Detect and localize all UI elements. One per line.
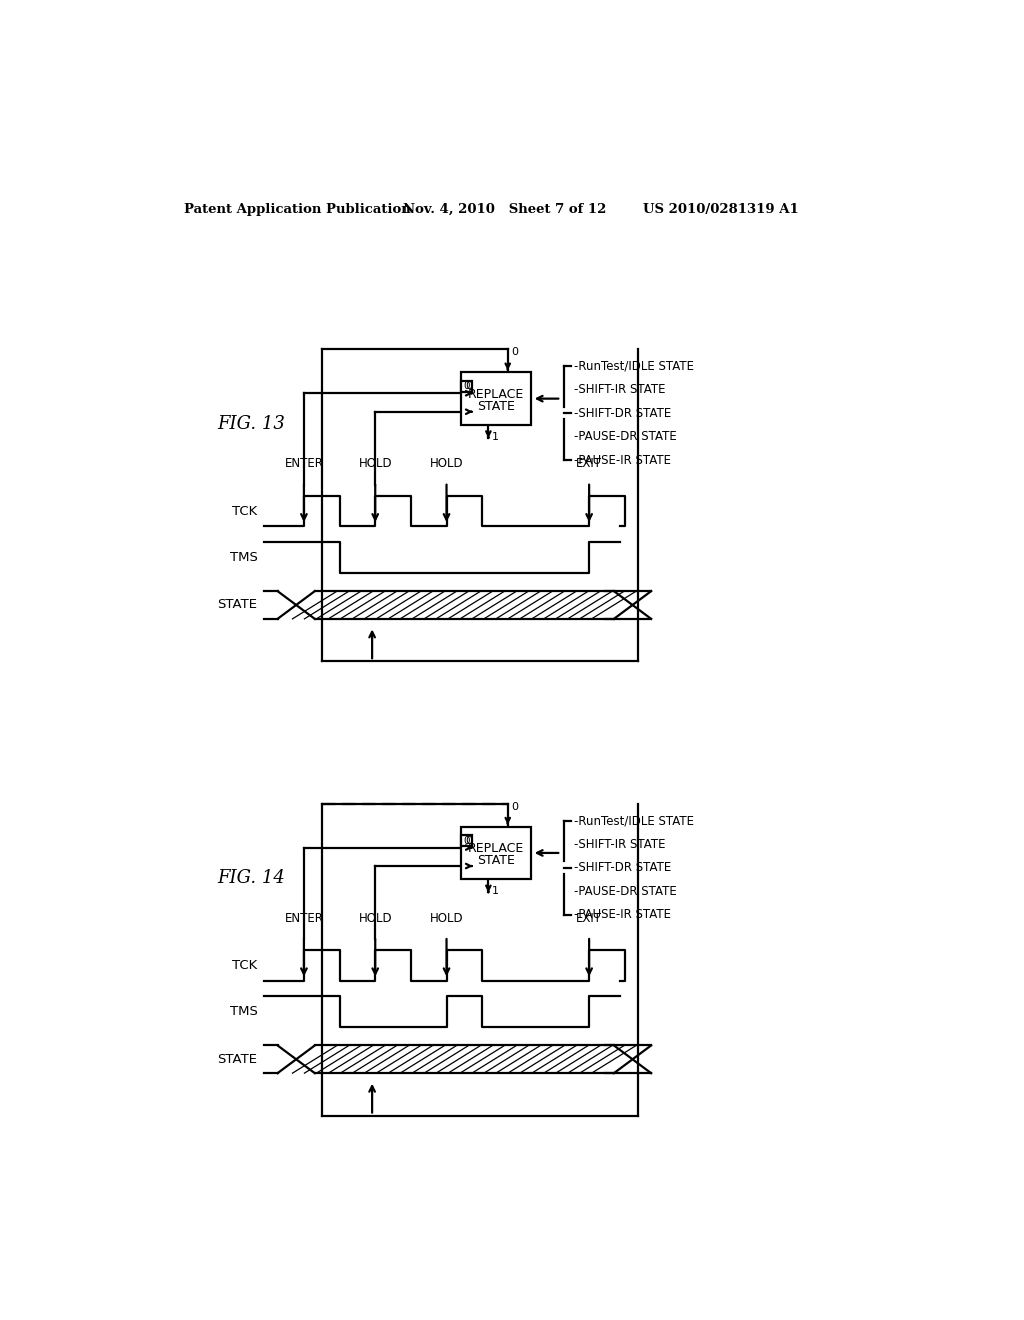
Text: TMS: TMS [229, 1005, 257, 1018]
Text: STATE: STATE [217, 598, 257, 611]
Text: HOLD: HOLD [358, 912, 392, 924]
Text: STATE: STATE [217, 1053, 257, 1065]
Text: Patent Application Publication: Patent Application Publication [183, 203, 411, 216]
Text: Nov. 4, 2010   Sheet 7 of 12: Nov. 4, 2010 Sheet 7 of 12 [403, 203, 606, 216]
Text: STATE: STATE [477, 400, 515, 413]
Text: -RunTest/IDLE STATE: -RunTest/IDLE STATE [573, 360, 693, 372]
Text: -RunTest/IDLE STATE: -RunTest/IDLE STATE [573, 814, 693, 828]
Text: -SHIFT-DR STATE: -SHIFT-DR STATE [573, 861, 671, 874]
Text: -PAUSE-IR STATE: -PAUSE-IR STATE [573, 908, 671, 921]
Text: HOLD: HOLD [430, 457, 463, 470]
Text: TCK: TCK [232, 504, 257, 517]
Text: STATE: STATE [477, 854, 515, 867]
Text: FIG. 14: FIG. 14 [217, 870, 285, 887]
Text: 1: 1 [492, 887, 499, 896]
Text: HOLD: HOLD [430, 912, 463, 924]
Text: -SHIFT-DR STATE: -SHIFT-DR STATE [573, 407, 671, 420]
Text: REPLACE: REPLACE [468, 388, 524, 400]
Text: HOLD: HOLD [358, 457, 392, 470]
Text: 0: 0 [464, 381, 470, 391]
Text: 0: 0 [464, 836, 470, 846]
Bar [461, 826, 531, 879]
Text: REPLACE: REPLACE [468, 842, 524, 855]
Text: 0: 0 [465, 381, 472, 391]
Text: -PAUSE-IR STATE: -PAUSE-IR STATE [573, 454, 671, 467]
Text: FIG. 13: FIG. 13 [217, 414, 285, 433]
Bar [461, 372, 531, 425]
Text: -PAUSE-DR STATE: -PAUSE-DR STATE [573, 430, 677, 444]
Text: TMS: TMS [229, 550, 257, 564]
Bar [461, 381, 472, 392]
Text: EXIT: EXIT [577, 912, 602, 924]
Text: -PAUSE-DR STATE: -PAUSE-DR STATE [573, 884, 677, 898]
Text: ENTER: ENTER [285, 457, 324, 470]
Text: 0: 0 [511, 801, 518, 812]
Text: 1: 1 [492, 432, 499, 442]
Text: -SHIFT-IR STATE: -SHIFT-IR STATE [573, 383, 666, 396]
Text: ENTER: ENTER [285, 912, 324, 924]
Text: US 2010/0281319 A1: US 2010/0281319 A1 [643, 203, 799, 216]
Text: TCK: TCK [232, 958, 257, 972]
Text: 0: 0 [465, 836, 472, 846]
Text: EXIT: EXIT [577, 457, 602, 470]
Text: 0: 0 [511, 347, 518, 358]
Bar [461, 836, 472, 846]
Text: -SHIFT-IR STATE: -SHIFT-IR STATE [573, 838, 666, 850]
